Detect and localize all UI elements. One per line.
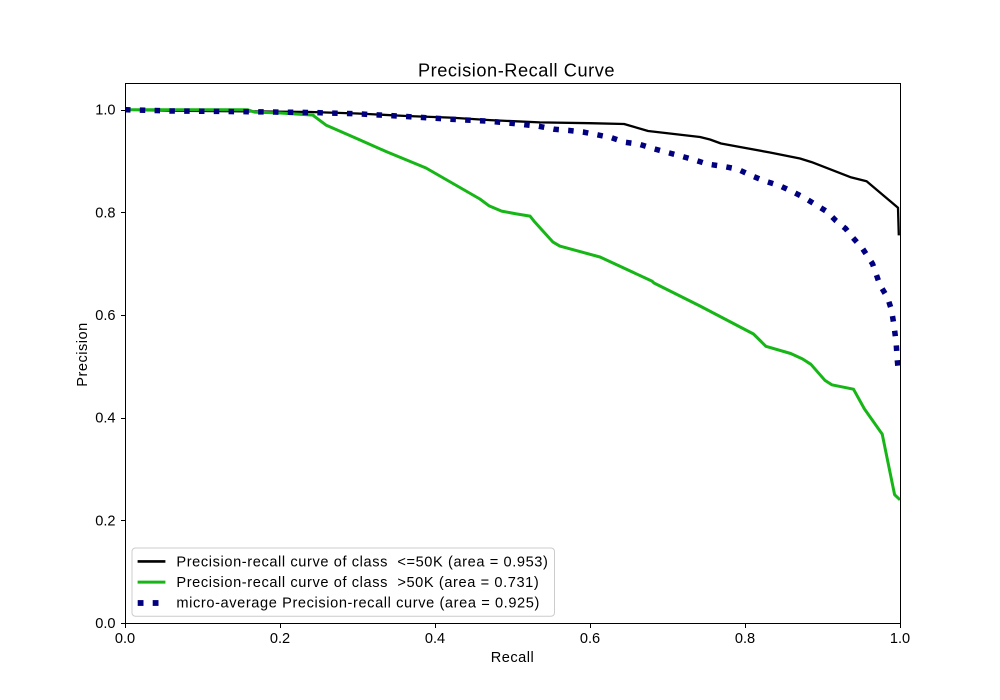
svg-text:0.8: 0.8 <box>735 631 755 647</box>
svg-text:0.4: 0.4 <box>425 631 445 647</box>
svg-text:0.6: 0.6 <box>580 631 600 647</box>
svg-text:0.4: 0.4 <box>95 411 115 427</box>
svg-text:1.0: 1.0 <box>890 631 910 647</box>
svg-text:Precision: Precision <box>75 322 91 387</box>
svg-text:Precision-recall curve of clas: Precision-recall curve of class <=50K (a… <box>176 554 548 570</box>
svg-text:0.6: 0.6 <box>95 308 115 324</box>
svg-text:0.0: 0.0 <box>95 616 115 632</box>
svg-text:micro-average Precision-recall: micro-average Precision-recall curve (ar… <box>176 596 540 612</box>
svg-text:0.2: 0.2 <box>95 513 115 529</box>
svg-text:Precision-Recall Curve: Precision-Recall Curve <box>418 61 615 81</box>
svg-text:1.0: 1.0 <box>95 103 115 119</box>
svg-text:Precision-recall curve of clas: Precision-recall curve of class >50K (ar… <box>176 575 539 591</box>
svg-text:0.0: 0.0 <box>115 631 135 647</box>
svg-text:0.2: 0.2 <box>270 631 290 647</box>
svg-text:0.8: 0.8 <box>95 205 115 221</box>
svg-text:Recall: Recall <box>491 650 535 666</box>
